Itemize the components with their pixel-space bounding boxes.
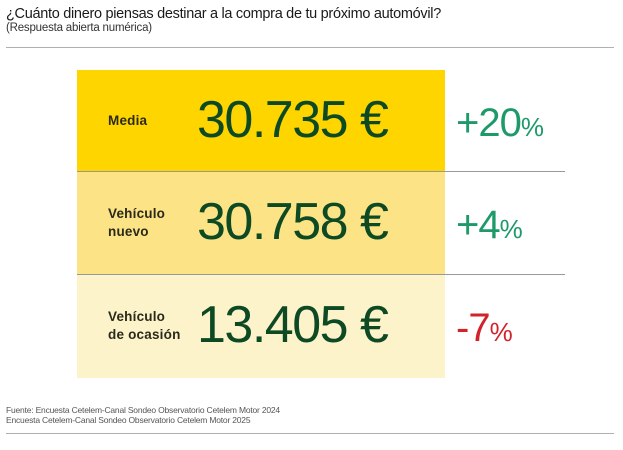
label-line: Vehículo [108, 206, 166, 221]
chart-subtitle: (Respuesta abierta numérica) [6, 22, 152, 34]
row-value: 30.758 € [197, 193, 389, 251]
label-line: Media [108, 113, 148, 128]
row-value: 13.405 € [197, 296, 389, 354]
row-change: +20% [456, 98, 544, 152]
source-line-1: Fuente: Encuesta Cetelem-Canal Sondeo Ob… [6, 405, 280, 415]
row-change: +4% [456, 200, 523, 254]
row-label: Vehículo de ocasión [108, 308, 181, 344]
row-label: Vehículo nuevo [108, 205, 165, 241]
label-line: Vehículo [108, 309, 166, 324]
chart-title: ¿Cuánto dinero piensas destinar a la com… [6, 6, 441, 22]
change-value: +4 [456, 203, 501, 247]
row-label: Media [108, 112, 147, 130]
row-divider [77, 274, 565, 275]
row-change: -7% [456, 303, 513, 357]
change-value: -7 [456, 306, 491, 350]
bottom-divider [6, 433, 614, 434]
top-divider [6, 47, 614, 48]
change-unit: % [499, 214, 523, 244]
table-row: Vehículo de ocasión 13.405 € [77, 275, 445, 378]
table-row: Media 30.735 € [77, 70, 445, 173]
change-unit: % [489, 317, 513, 347]
change-unit: % [520, 112, 544, 142]
row-divider [77, 171, 565, 172]
label-line: nuevo [108, 224, 149, 239]
row-value: 30.735 € [197, 91, 389, 149]
table-row: Vehículo nuevo 30.758 € [77, 172, 445, 275]
change-value: +20 [456, 101, 522, 145]
source-line-2: Encuesta Cetelem-Canal Sondeo Observator… [6, 415, 251, 425]
label-line: de ocasión [108, 327, 181, 342]
